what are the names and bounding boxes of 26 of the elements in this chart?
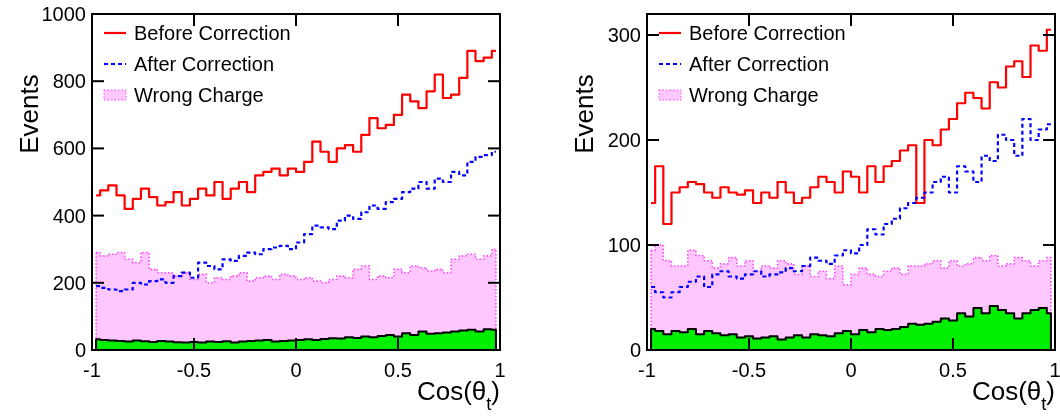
x-tick-label: -0.5 [176,359,212,381]
legend-label: After Correction [134,53,275,75]
x-tick-label: -0.5 [731,359,767,381]
legend-label: Wrong Charge [689,84,819,106]
y-axis-title: Events [569,74,599,154]
x-tick-label: 0 [290,359,302,381]
y-tick-label: 200 [607,129,641,151]
y-tick-label: 400 [52,204,86,227]
legend-label: Before Correction [134,22,291,44]
x-tick-label: -1 [83,359,101,381]
x-tick-label: 0 [845,359,857,381]
y-tick-label: 100 [607,234,641,256]
y-tick-label: 1000 [41,3,86,25]
y-tick-label: 200 [52,271,86,294]
x-tick-label: -1 [638,359,656,381]
y-tick-label: 0 [74,339,86,361]
x-tick-label: 0.5 [939,359,967,381]
y-tick-label: 300 [607,24,641,46]
y-tick-label: 800 [52,70,86,93]
legend-label: After Correction [689,53,830,75]
y-tick-label: 0 [629,339,641,361]
legend-label: Before Correction [689,22,846,44]
y-axis-title: Events [14,74,44,154]
legend-label: Wrong Charge [134,84,264,106]
y-tick-label: 600 [52,137,86,160]
x-tick-label: 0.5 [384,359,412,381]
